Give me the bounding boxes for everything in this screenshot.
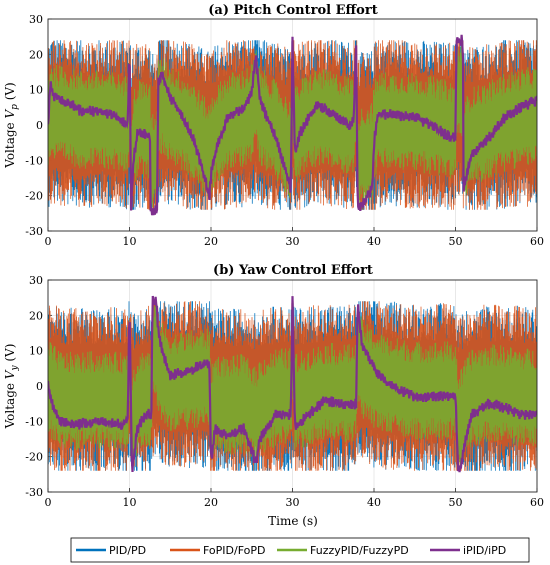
y-tick-label: 0 (36, 380, 43, 393)
x-tick-label: 60 (530, 496, 544, 509)
x-tick-label: 30 (286, 496, 300, 509)
chart-title: (a) Pitch Control Effort (208, 3, 377, 18)
x-tick-label: 0 (45, 235, 52, 248)
panel-yaw: (b) Yaw Control Effort Time (s) 0 10 20 30 4… (3, 263, 544, 528)
y-tick-label: 10 (29, 345, 43, 358)
y-tick-label: -10 (25, 415, 43, 428)
x-tick-label: 20 (204, 496, 218, 509)
x-axis-label: Time (s) (268, 514, 318, 528)
chart-title: (b) Yaw Control Effort (213, 263, 373, 278)
y-tick-label: -20 (25, 190, 43, 203)
series-line-ipid-ipd (48, 34, 537, 216)
y-tick-label: 30 (29, 13, 43, 26)
x-tick-label: 10 (123, 235, 137, 248)
y-axis-label: Voltage Vp (V) (3, 82, 20, 168)
y-label-variable: V (3, 109, 17, 119)
legend-label: FuzzyPID/FuzzyPD (310, 544, 409, 557)
y-label-text: Voltage (3, 119, 17, 169)
x-tick-label: 40 (367, 496, 381, 509)
y-tick-label: 30 (29, 274, 43, 287)
y-tick-label: 0 (36, 119, 43, 132)
plot-lines (48, 34, 537, 216)
legend-label: PID/PD (109, 544, 146, 557)
x-tick-label: 30 (286, 235, 300, 248)
y-tick-label: -30 (25, 225, 43, 238)
y-label-unit: (V) (3, 344, 17, 366)
y-tick-label: -20 (25, 451, 43, 464)
x-tick-label: 50 (449, 496, 463, 509)
x-tick-label: 50 (449, 235, 463, 248)
legend-label: FoPID/FoPD (203, 544, 266, 557)
y-axis-label: Voltage Vy (V) (3, 344, 20, 430)
y-label-variable: V (3, 369, 17, 379)
x-tick-label: 0 (45, 496, 52, 509)
y-label-subscript: p (10, 104, 20, 110)
y-tick-label: 20 (29, 48, 43, 61)
x-tick-label: 20 (204, 235, 218, 248)
axes-frame (47, 279, 538, 493)
y-tick-label: -30 (25, 486, 43, 499)
x-tick-label: 40 (367, 235, 381, 248)
series-line-ipid-ipd (48, 295, 537, 473)
axes-frame (47, 18, 538, 232)
y-tick-label: 20 (29, 309, 43, 322)
y-label-text: Voltage (3, 379, 17, 429)
panel-pitch: (a) Pitch Control Effort 0 10 20 30 40 50 60 -3… (3, 3, 544, 248)
legend: PID/PD FoPID/FoPD FuzzyPID/FuzzyPD iPID/… (70, 537, 530, 563)
y-label-subscript: y (10, 365, 20, 372)
y-tick-label: -10 (25, 154, 43, 167)
y-label-unit: (V) (3, 82, 17, 104)
legend-label: iPID/iPD (463, 544, 506, 557)
x-tick-label: 60 (530, 235, 544, 248)
y-tick-label: 10 (29, 84, 43, 97)
x-tick-label: 10 (123, 496, 137, 509)
plot-lines (48, 295, 537, 473)
